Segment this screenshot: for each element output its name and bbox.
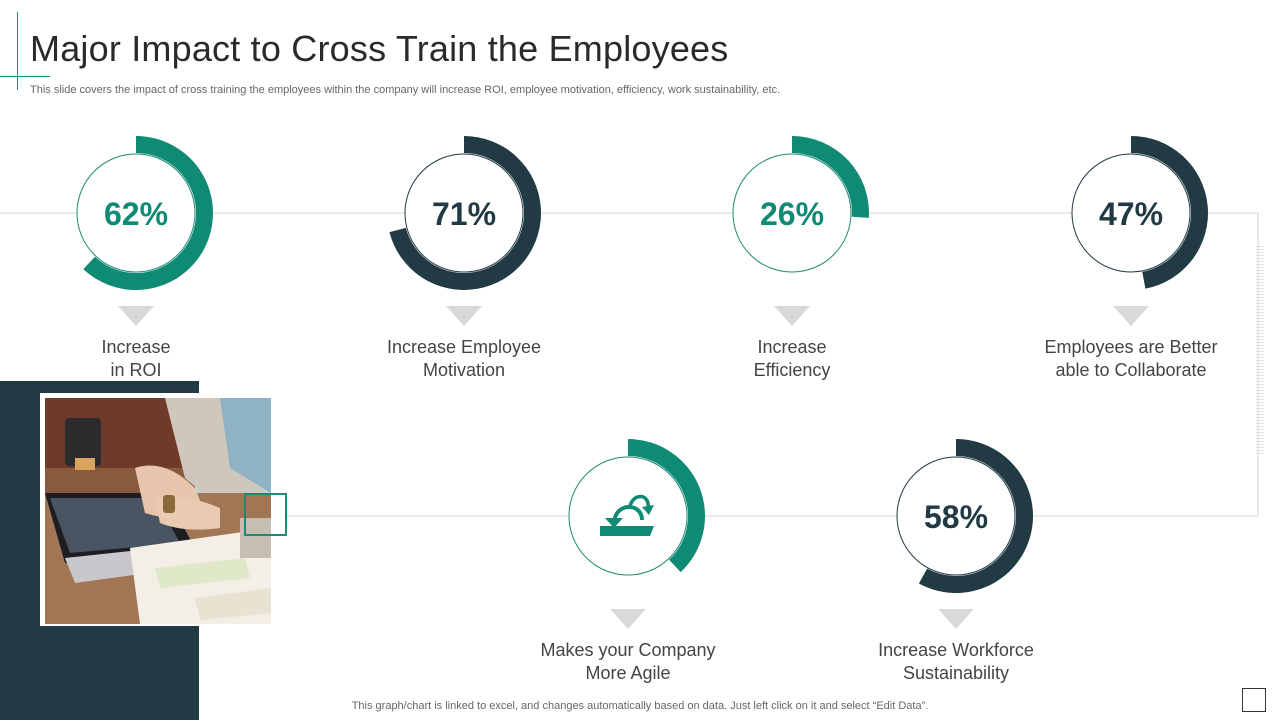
donut-value-label: 62%: [104, 196, 168, 232]
donut-inner-ring: [568, 456, 688, 576]
donut-efficiency: 26%: [732, 136, 870, 326]
metric-label-agile: Makes your Company More Agile: [518, 639, 738, 685]
donut-arc-collaborate: [1131, 136, 1208, 289]
metric-label-roi: Increase in ROI: [26, 336, 246, 382]
donut-arc-sustainability: [918, 439, 1034, 593]
metric-label-sustainability: Increase Workforce Sustainability: [846, 639, 1066, 685]
donut-agile: [568, 439, 705, 629]
donut-sustainability: 58%: [896, 439, 1034, 629]
donut-arc-agile: [628, 439, 705, 573]
donut-inner-ring: [76, 153, 196, 273]
pointer-triangle: [938, 609, 974, 629]
metric-label-line: Increase: [101, 337, 171, 357]
agile-loop-arrow-icon: [600, 494, 654, 536]
pointer-triangle: [610, 609, 646, 629]
metric-label-line: Motivation: [422, 360, 506, 380]
metric-label-line: Sustainability: [902, 663, 1010, 683]
metric-label-motivation: Increase Employee Motivation: [354, 336, 574, 382]
donut-inner-ring: [732, 153, 852, 273]
donut-inner-ring: [896, 456, 1016, 576]
pointer-triangle: [1113, 306, 1149, 326]
metric-label-line: Increase Workforce: [878, 640, 1034, 660]
corner-square-icon: [1242, 688, 1266, 712]
donut-inner-ring: [404, 153, 524, 273]
donut-arc-roi: [83, 136, 214, 290]
footer-note: This graph/chart is linked to excel, and…: [351, 700, 929, 712]
pointer-triangle: [774, 306, 810, 326]
title-accent-horizontal-line: [0, 76, 50, 77]
metric-label-line: Increase: [757, 337, 827, 357]
metric-label-line: Efficiency: [753, 360, 831, 380]
metric-label-line: Makes your Company: [540, 640, 716, 660]
metric-label-line: More Agile: [585, 663, 671, 683]
metric-label-line: able to Collaborate: [1055, 360, 1207, 380]
title-accent-vertical-line: [17, 12, 18, 90]
donut-motivation: 71%: [389, 136, 541, 326]
metric-label-collaborate: Employees are Better able to Collaborate: [1021, 336, 1241, 382]
donut-value-label: 47%: [1099, 196, 1163, 232]
donut-value-label: 26%: [760, 196, 824, 232]
pointer-triangle: [446, 306, 482, 326]
donut-collaborate: 47%: [1071, 136, 1208, 326]
pointer-triangle: [118, 306, 154, 326]
metric-label-line: Employees are Better: [1044, 337, 1218, 357]
page-subtitle: This slide covers the impact of cross tr…: [30, 84, 781, 96]
donut-value-label: 71%: [432, 196, 496, 232]
metric-label-efficiency: Increase Efficiency: [682, 336, 902, 382]
donut-value-label: 58%: [924, 499, 988, 535]
laptop-desk-photo: [40, 393, 271, 626]
decorative-dotted-strip: [1256, 246, 1264, 454]
page-title: Major Impact to Cross Train the Employee…: [30, 28, 729, 69]
donut-inner-ring: [1071, 153, 1191, 273]
donut-arc-efficiency: [792, 136, 870, 218]
metric-label-line: Increase Employee: [386, 337, 542, 357]
metric-label-line: in ROI: [110, 360, 162, 380]
donut-roi: 62%: [76, 136, 214, 326]
photo-accent-frame: [244, 493, 287, 536]
